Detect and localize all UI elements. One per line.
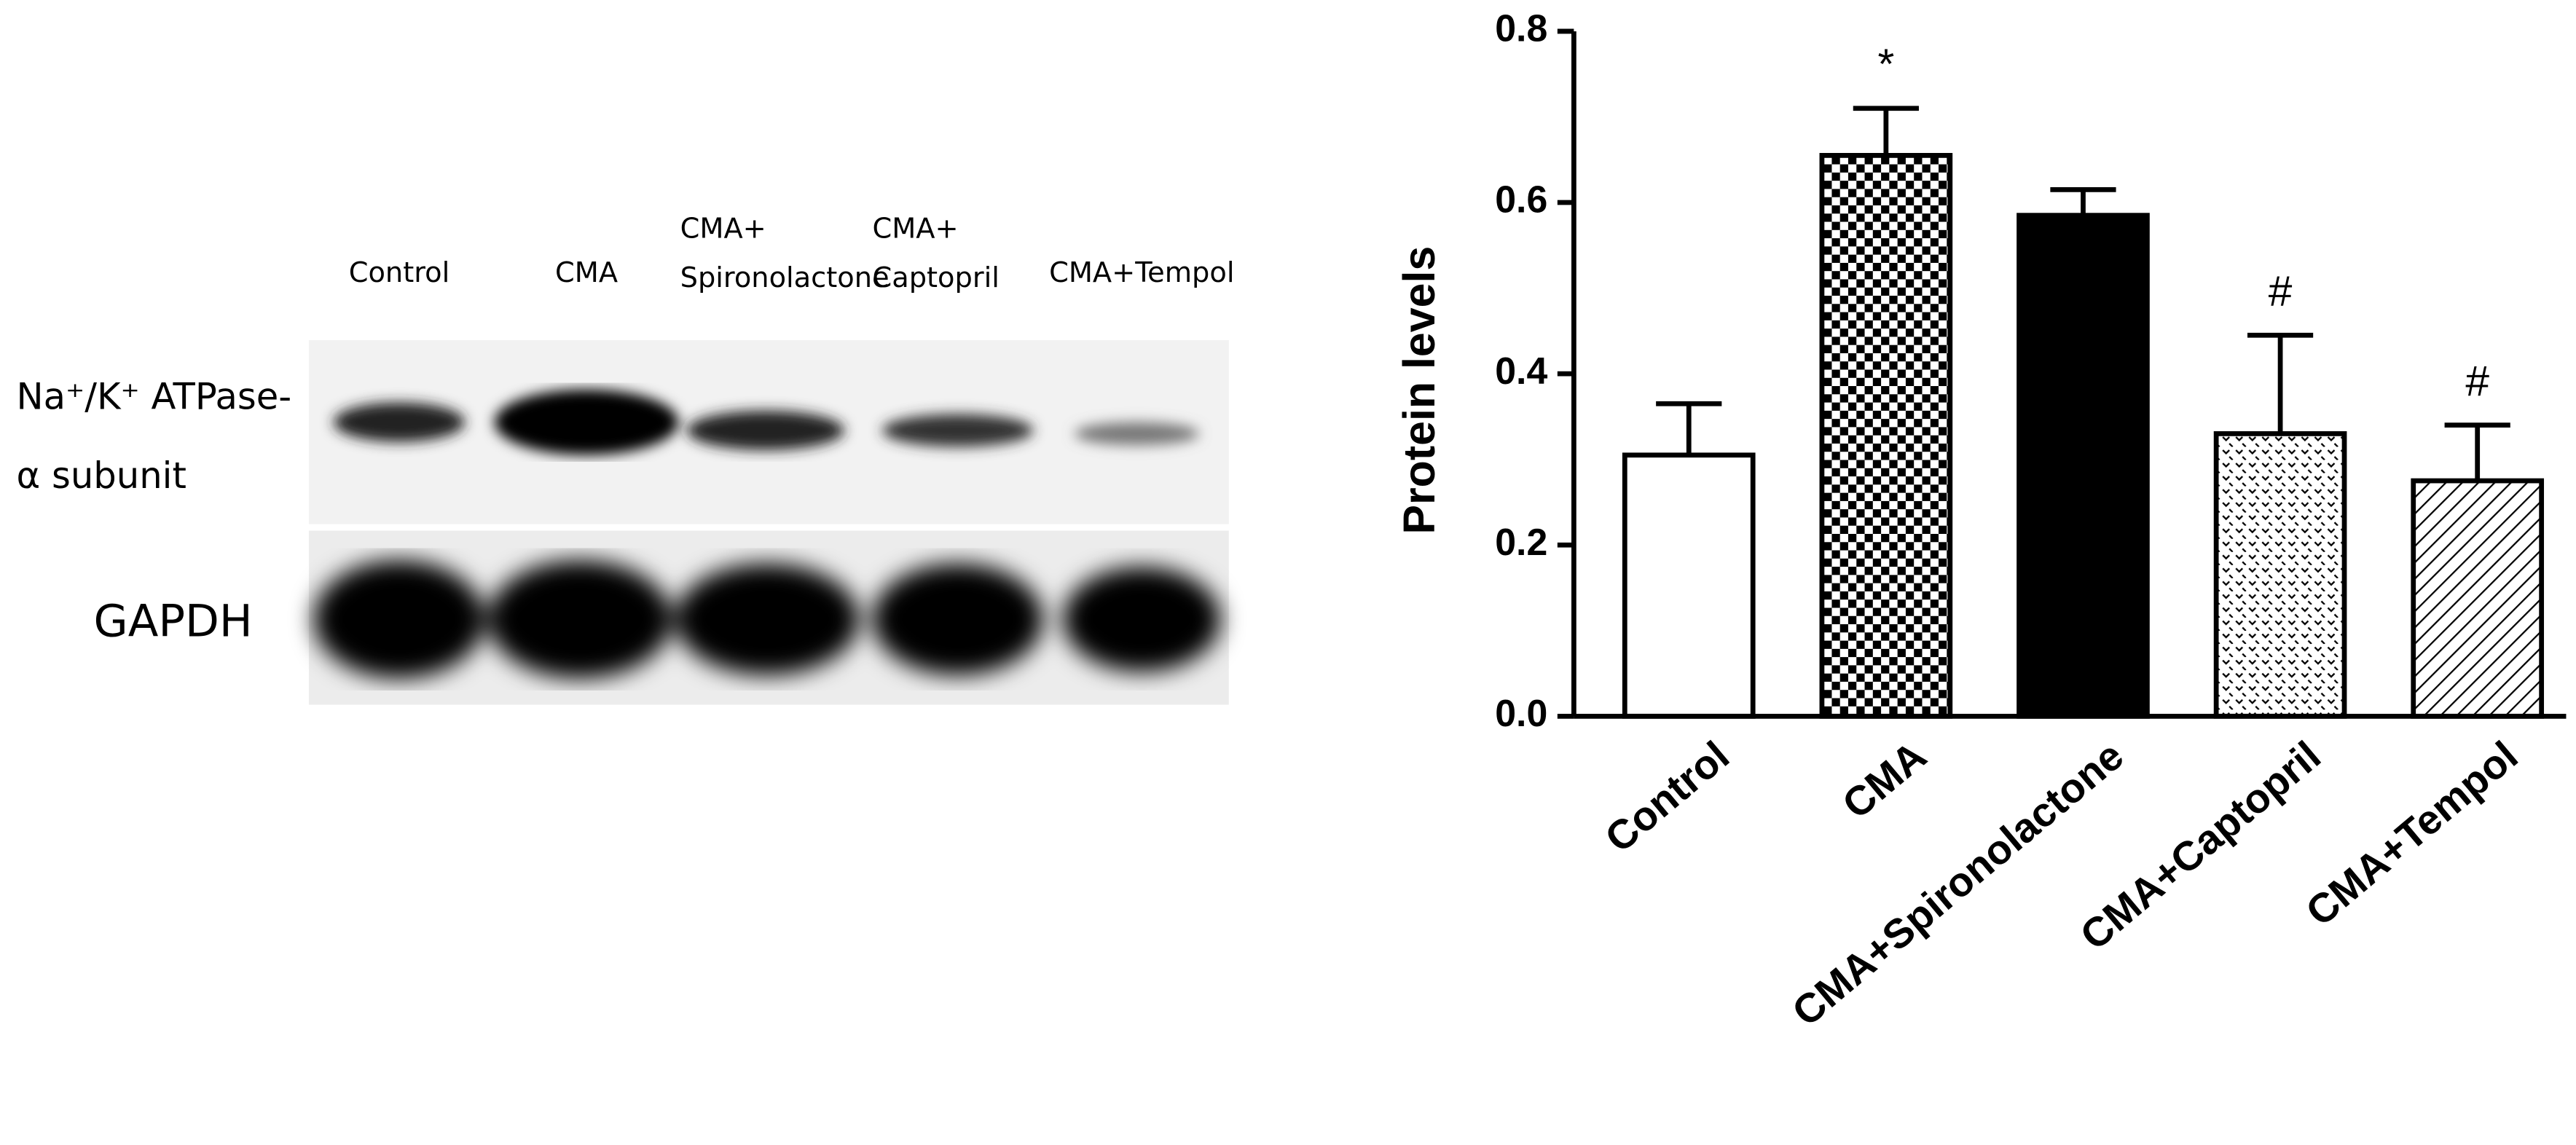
x-tick-label: Control <box>1596 732 1737 861</box>
error-bar <box>1853 106 1919 156</box>
significance-mark: * <box>1877 41 1894 88</box>
band <box>686 410 845 450</box>
row-label: GAPDH <box>94 596 253 648</box>
lane-label: Control <box>349 256 450 289</box>
band <box>487 560 672 679</box>
row-label: α subunit <box>17 455 186 497</box>
y-tick-label: 0.8 <box>1495 7 1547 50</box>
bar <box>2411 478 2545 719</box>
significance-mark: # <box>2465 358 2489 405</box>
band <box>1074 422 1200 446</box>
band <box>881 414 1034 447</box>
lane-label: Spironolactone <box>680 261 890 294</box>
y-tick-label: 0.4 <box>1495 350 1547 392</box>
bar <box>2017 213 2150 719</box>
y-tick-label: 0.0 <box>1495 692 1547 734</box>
band <box>675 563 860 675</box>
bands <box>333 389 1200 455</box>
band <box>313 560 485 679</box>
y-axis-label: Protein levels <box>1394 246 1444 535</box>
band <box>872 563 1043 675</box>
x-tick-label: CMA <box>1834 732 1935 827</box>
bar <box>1819 153 1953 719</box>
bar <box>2213 431 2347 719</box>
error-bar <box>2444 422 2510 481</box>
x-tick-label: CMA+Tempol <box>2297 732 2526 935</box>
error-bar <box>2050 187 2116 216</box>
row-label: Na⁺/K⁺ ATPase- <box>17 376 292 418</box>
lane-label: CMA+ <box>680 212 766 245</box>
significance-mark: # <box>2269 267 2293 315</box>
lane-label: Captopril <box>872 261 999 294</box>
band <box>1063 567 1221 672</box>
band <box>333 402 466 442</box>
bar <box>1622 452 1756 719</box>
band <box>494 389 679 455</box>
bands <box>313 560 1221 679</box>
lane-label: CMA+ <box>872 212 958 245</box>
western-blot <box>308 339 1229 705</box>
y-tick-label: 0.6 <box>1495 178 1547 221</box>
lane-label: CMA <box>555 256 618 289</box>
lane-label: CMA+Tempol <box>1049 256 1234 289</box>
y-tick-label: 0.2 <box>1495 521 1547 563</box>
error-bar <box>1656 401 1722 455</box>
x-tick-label: CMA+Spironolactone <box>1783 732 2132 1035</box>
error-bar <box>2247 332 2314 434</box>
